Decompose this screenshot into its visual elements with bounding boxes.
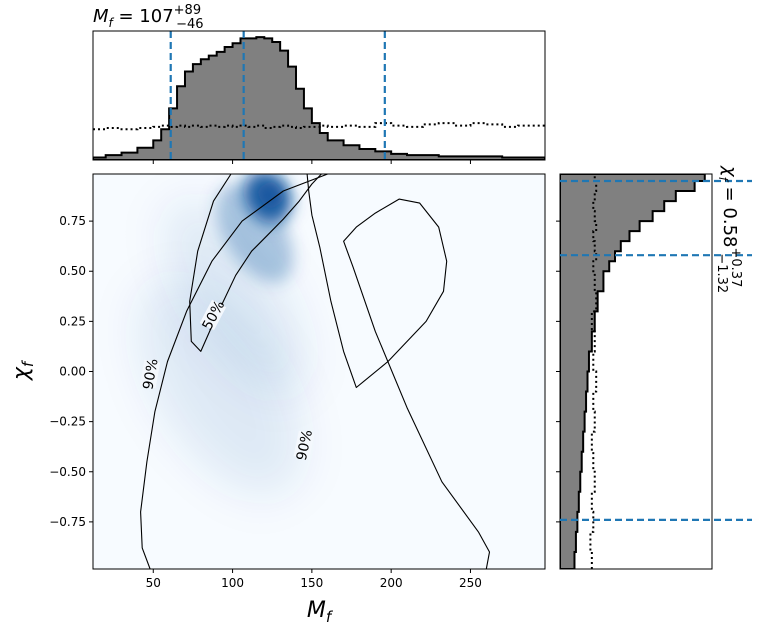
y-tick-label: −0.25	[49, 415, 86, 429]
y-tick-label: −0.50	[49, 465, 86, 479]
y-axis-label: χf	[9, 359, 37, 381]
y-tick-label: −0.75	[49, 515, 86, 529]
top-marginal-title: Mf = 107+89 −46	[93, 3, 204, 32]
x-tick-label: 150	[300, 576, 323, 590]
contour-50pct	[189, 174, 322, 352]
density-blob	[138, 280, 302, 495]
contour-label-bg	[199, 299, 227, 331]
contour-label: 90%	[140, 357, 161, 390]
x-axis-label: Mf	[307, 598, 334, 626]
density-blob	[166, 201, 306, 394]
contour-label-bg	[139, 359, 161, 389]
contour-label: 90%	[294, 428, 316, 462]
x-tick-label: 50	[146, 576, 161, 590]
right-marginal-panel: χf = 0.58+0.37−1.32	[556, 165, 752, 570]
y-tick-label: 0.75	[59, 214, 86, 228]
x-tick-label: 250	[459, 576, 482, 590]
top-histogram	[93, 36, 545, 160]
density-blob	[258, 181, 284, 209]
density-blob	[216, 183, 294, 283]
top-marginal-frame	[92, 30, 546, 161]
right-marginal-title: χf = 0.58+0.37−1.32	[714, 165, 743, 293]
x-tick-label: 200	[380, 576, 403, 590]
main-density-panel: 90%90%50% 50 100 150 200 250 −0.75−0.50−0.25…	[9, 173, 546, 626]
contour-90pct	[140, 174, 491, 569]
top-marginal-panel: Mf = 107+89 −46	[92, 3, 546, 164]
y-tick-label: 0.00	[59, 365, 86, 379]
contour-label-bg	[293, 430, 315, 460]
y-tick-label: 0.25	[59, 314, 86, 328]
y-tick-label: 0.50	[59, 264, 86, 278]
density-heatmap	[138, 174, 306, 495]
x-tick-label: 100	[221, 576, 244, 590]
credible-contours	[140, 174, 491, 569]
